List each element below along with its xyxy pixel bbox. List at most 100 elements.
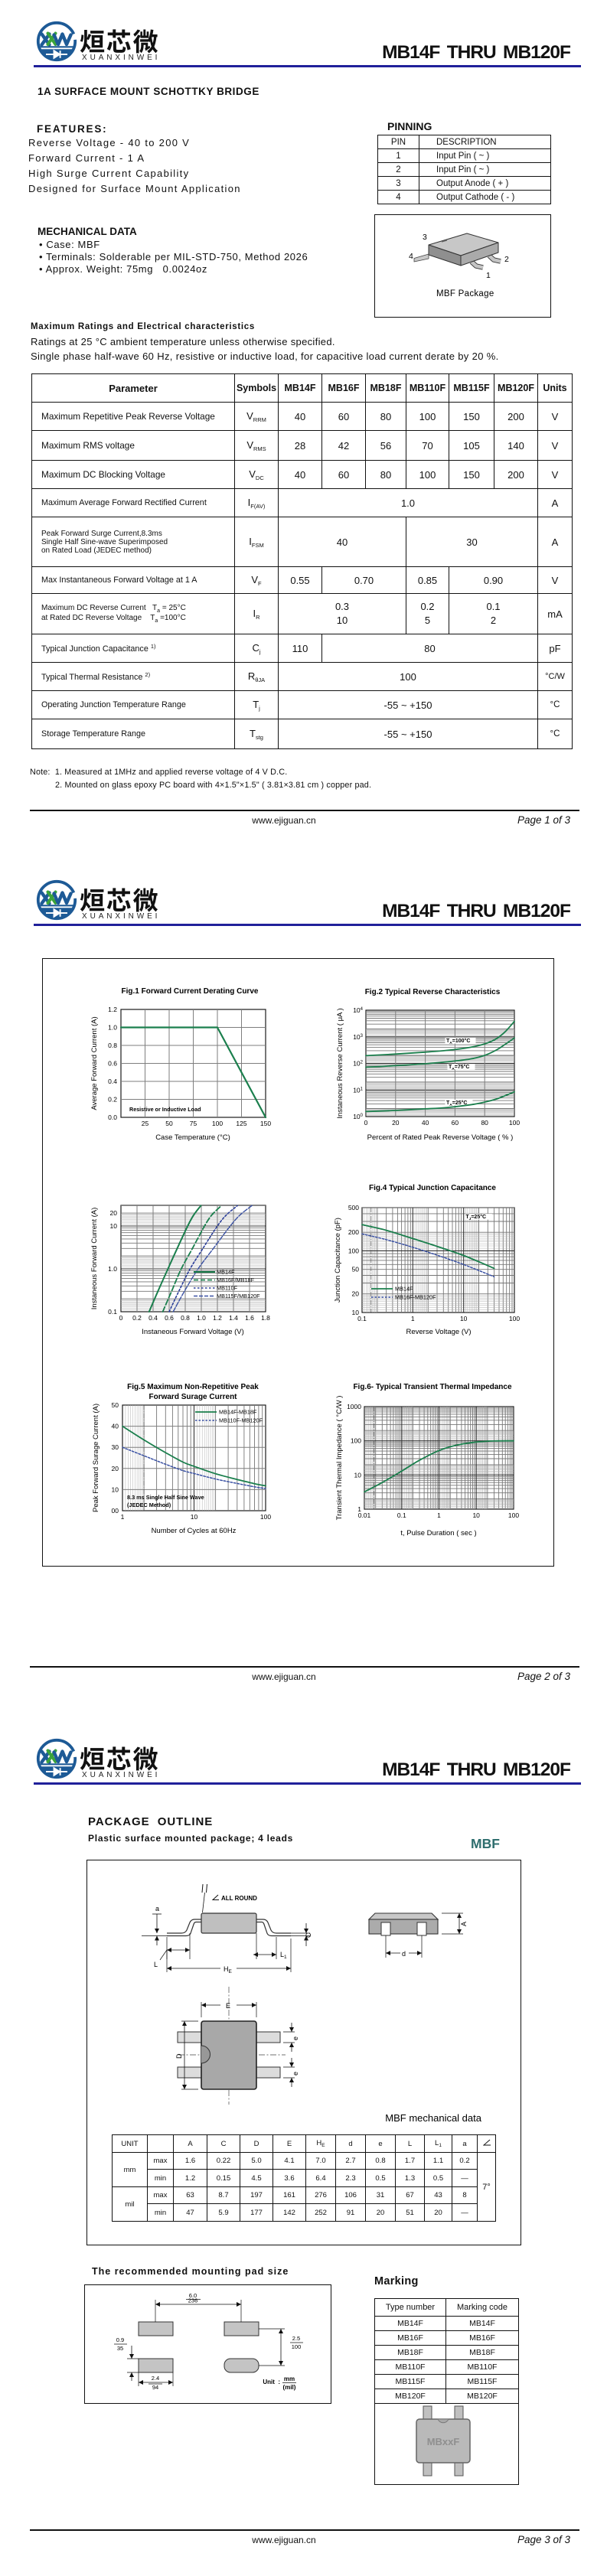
svg-text:d: d [402,1950,406,1958]
svg-text:10: 10 [112,1485,119,1493]
svg-text:1: 1 [486,271,491,280]
svg-text:25: 25 [142,1120,149,1127]
svg-text:0.8: 0.8 [108,1042,117,1049]
svg-text:6.0: 6.0 [189,2292,197,2299]
svg-text:TJ=25°C: TJ=25°C [465,1214,486,1221]
svg-text:A: A [460,1922,468,1926]
svg-text:3: 3 [423,233,427,242]
svg-text:50: 50 [112,1401,119,1409]
svg-text:MB16F/MB18F: MB16F/MB18F [217,1277,255,1283]
svg-text:200: 200 [348,1228,359,1236]
svg-text:8.3 ms Single Half Sine Wave: 8.3 ms Single Half Sine Wave [127,1494,204,1501]
svg-text:Junction Capacitance (pF): Junction Capacitance (pF) [334,1218,342,1303]
svg-text:0.2: 0.2 [132,1314,142,1322]
svg-text:HE: HE [224,1965,233,1974]
svg-text:1.4: 1.4 [229,1314,238,1322]
svg-text:0.0: 0.0 [108,1114,117,1121]
svg-text:MB14F: MB14F [217,1269,235,1276]
svg-text:35: 35 [117,2345,123,2352]
svg-text:MBF mechanical data: MBF mechanical data [385,2112,481,2124]
svg-text:101: 101 [353,1086,363,1094]
svg-text:30: 30 [112,1443,119,1451]
svg-text:0: 0 [119,1314,123,1322]
svg-text:mm: mm [284,2375,295,2382]
svg-text:(mil): (mil) [283,2384,296,2391]
svg-text:20: 20 [352,1290,360,1298]
svg-text:10: 10 [191,1513,198,1521]
svg-text:1.2: 1.2 [213,1314,222,1322]
svg-text:0.6: 0.6 [108,1060,117,1068]
svg-text:0.8: 0.8 [181,1314,190,1322]
svg-text:100: 100 [508,1511,519,1519]
svg-text:MBF Package: MBF Package [436,289,494,298]
svg-text:2.4: 2.4 [152,2375,159,2382]
svg-text:10: 10 [352,1309,360,1316]
svg-text:Fig.1 Forward Current Deratin: Fig.1 Forward Current Derating Curve [122,987,259,996]
svg-text:a: a [155,1905,159,1912]
svg-text:500: 500 [348,1204,359,1211]
svg-text:2: 2 [504,255,509,264]
svg-text:10: 10 [354,1471,362,1479]
svg-text:(JEDEC Method): (JEDEC Method) [127,1502,171,1508]
svg-text:t, Pulse Duration ( sec ): t, Pulse Duration ( sec ) [400,1529,476,1537]
svg-text:1: 1 [437,1511,441,1519]
svg-text:MB16F-MB120F: MB16F-MB120F [395,1294,436,1301]
svg-text:1: 1 [411,1315,415,1322]
svg-text:102: 102 [353,1060,363,1068]
svg-text:1: 1 [357,1505,361,1513]
svg-text:125: 125 [236,1120,246,1127]
svg-text:Instaneous Forward Current (A: Instaneous Forward Current (A) [90,1208,99,1310]
svg-text:Transient Thermal Impedance (: Transient Thermal Impedance ( °C/W ) [335,1396,344,1521]
svg-text:MB14F: MB14F [395,1286,413,1293]
svg-text:ALL ROUND: ALL ROUND [221,1895,257,1902]
svg-text:100: 100 [509,1119,520,1127]
svg-text:100: 100 [260,1513,271,1521]
svg-text:0.1: 0.1 [357,1315,367,1322]
svg-text:Average Forward Current (A): Average Forward Current (A) [90,1016,99,1110]
svg-text:1.0: 1.0 [197,1314,206,1322]
svg-text:Reverse Voltage (V): Reverse Voltage (V) [406,1328,471,1336]
svg-text:Unit :: Unit : [263,2379,280,2385]
svg-text:0.6: 0.6 [165,1314,174,1322]
svg-text:10: 10 [472,1511,480,1519]
svg-text:2.5: 2.5 [292,2335,300,2342]
svg-text:75: 75 [190,1120,197,1127]
svg-text:TA=75°C: TA=75°C [449,1064,469,1071]
svg-text:Instaneous Forward Voltage (V): Instaneous Forward Voltage (V) [142,1328,244,1336]
svg-text:1000: 1000 [347,1403,361,1410]
svg-text:40: 40 [112,1423,119,1430]
svg-text:1.2: 1.2 [108,1006,117,1013]
svg-text:Fig.2 Typical Reverse Charact: Fig.2 Typical Reverse Characteristics [365,988,501,996]
svg-text:Fig.4 Typical Junction Capaci: Fig.4 Typical Junction Capacitance [369,1184,496,1192]
svg-text:MB110F: MB110F [217,1285,238,1292]
svg-text:0.1: 0.1 [108,1308,117,1316]
svg-text:100: 100 [348,1247,359,1254]
svg-text:e: e [292,2036,299,2040]
svg-text:0.4: 0.4 [108,1078,117,1085]
svg-text:100: 100 [212,1120,223,1127]
svg-text:1.8: 1.8 [261,1314,270,1322]
svg-text:60: 60 [452,1119,459,1127]
svg-text:Forward Surage Current: Forward Surage Current [148,1393,237,1401]
svg-text:20: 20 [112,1465,119,1472]
svg-text:0.2: 0.2 [108,1096,117,1104]
svg-text:MB14F-MB18F: MB14F-MB18F [219,1409,257,1416]
svg-text:100: 100 [351,1437,361,1445]
svg-text:80: 80 [481,1119,488,1127]
svg-text:100: 100 [353,1113,363,1120]
svg-text:D: D [175,2053,183,2059]
svg-text:MB110F-MB120F: MB110F-MB120F [219,1417,263,1424]
svg-text:100: 100 [292,2343,302,2350]
svg-text:Case Temperature (°C): Case Temperature (°C) [155,1133,230,1142]
svg-text:1.0: 1.0 [108,1265,117,1273]
svg-text:40: 40 [422,1119,429,1127]
svg-text:100: 100 [509,1315,520,1322]
svg-text:0.01: 0.01 [358,1511,371,1519]
svg-text:L: L [154,1961,158,1968]
svg-text:TA=100°C: TA=100°C [446,1038,470,1045]
svg-text:20: 20 [392,1119,400,1127]
svg-text:C: C [305,1932,312,1938]
svg-text:103: 103 [353,1033,363,1041]
svg-text:Peak Forward Surage Current (A: Peak Forward Surage Current (A) [92,1404,100,1512]
svg-text:20: 20 [110,1209,118,1217]
